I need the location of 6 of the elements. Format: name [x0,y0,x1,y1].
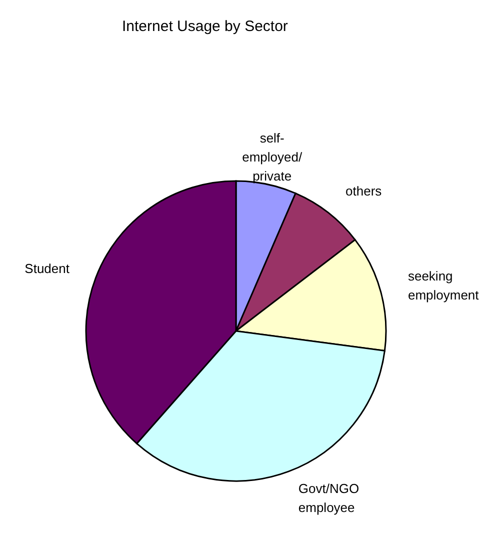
slice-label: others [346,183,382,198]
slice-label: seeking employment [408,268,480,302]
chart-title: Internet Usage by Sector [122,18,288,35]
slice-label: Govt/NGO employee [298,480,360,515]
slice-label: self-employed/private [242,130,302,184]
slice-label: Student [24,260,70,276]
